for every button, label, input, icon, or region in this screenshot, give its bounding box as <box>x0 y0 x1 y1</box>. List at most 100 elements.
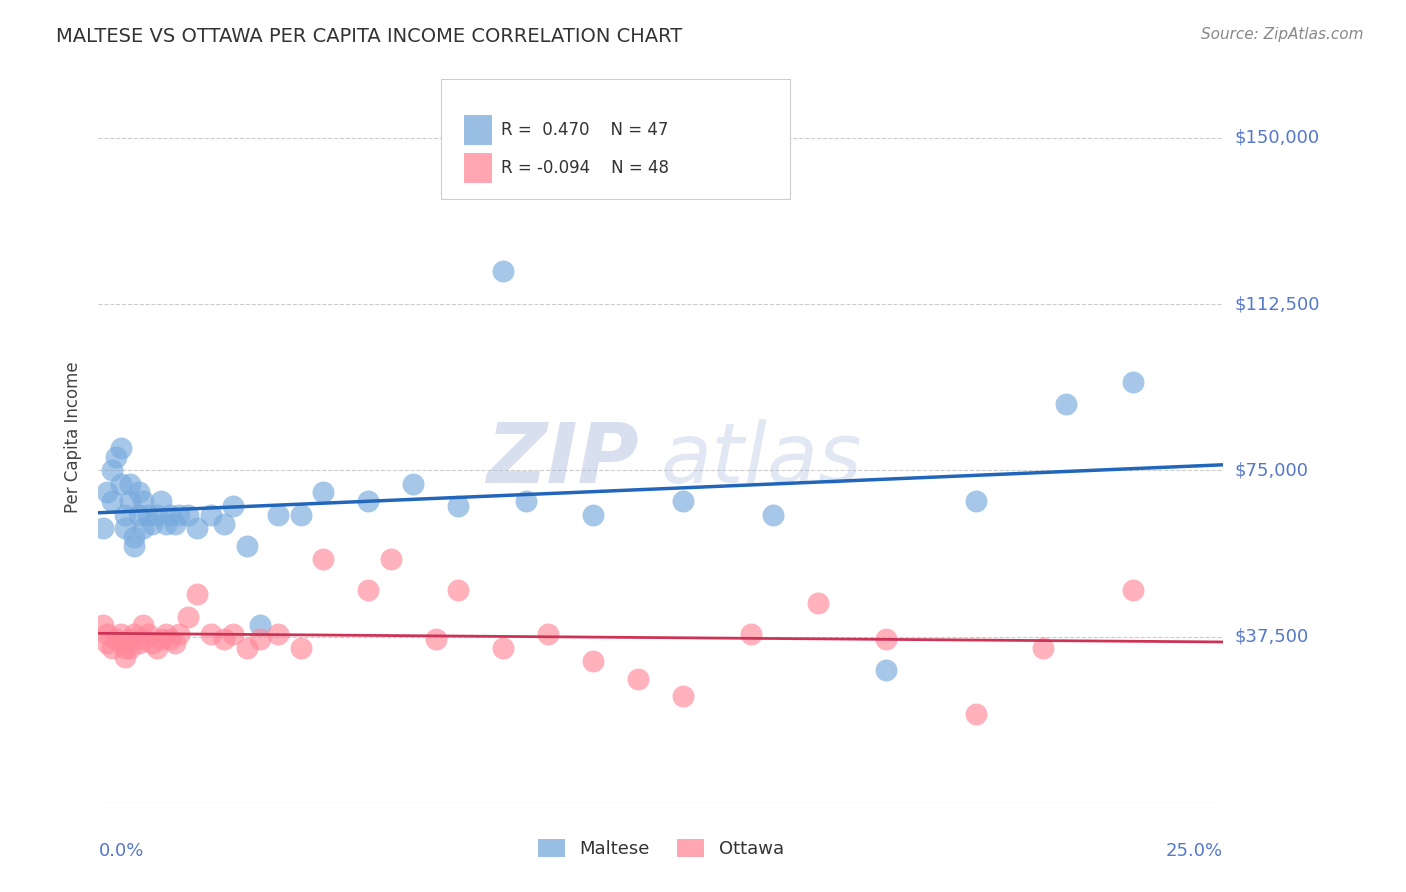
Point <box>110 476 132 491</box>
Point <box>249 618 271 632</box>
Point <box>132 618 155 632</box>
Point <box>672 494 695 508</box>
Point <box>141 636 163 650</box>
Point <box>492 640 515 655</box>
Point <box>110 636 132 650</box>
Text: ZIP: ZIP <box>485 418 638 500</box>
Point <box>1122 375 1144 389</box>
Point <box>159 508 181 522</box>
Bar <box>464 115 492 145</box>
Point <box>105 450 128 464</box>
Point <box>807 596 830 610</box>
Point <box>236 640 259 655</box>
Point <box>91 521 114 535</box>
Point <box>222 627 245 641</box>
Point <box>150 494 173 508</box>
Point <box>236 539 259 553</box>
Text: atlas: atlas <box>661 418 862 500</box>
Point <box>965 494 987 508</box>
FancyBboxPatch shape <box>441 78 790 200</box>
Point <box>163 636 186 650</box>
Point <box>312 552 335 566</box>
Point <box>492 264 515 278</box>
Point <box>132 632 155 646</box>
Point <box>249 632 271 646</box>
Point <box>965 707 987 722</box>
Point <box>96 627 118 641</box>
Point <box>537 627 560 641</box>
Point <box>155 627 177 641</box>
Point <box>1032 640 1054 655</box>
Point <box>114 508 136 522</box>
Point <box>290 640 312 655</box>
Point <box>128 636 150 650</box>
Point <box>101 494 124 508</box>
Point <box>118 476 141 491</box>
Y-axis label: Per Capita Income: Per Capita Income <box>65 361 83 513</box>
Point <box>267 627 290 641</box>
Point <box>124 627 146 641</box>
Text: 0.0%: 0.0% <box>98 842 143 860</box>
Point <box>110 627 132 641</box>
Text: R =  0.470    N = 47: R = 0.470 N = 47 <box>501 121 668 139</box>
Point <box>357 582 380 597</box>
Point <box>146 508 169 522</box>
Point <box>672 690 695 704</box>
Point <box>214 516 236 531</box>
Legend: Maltese, Ottawa: Maltese, Ottawa <box>529 830 793 867</box>
Point <box>114 640 136 655</box>
Point <box>101 463 124 477</box>
Point <box>136 627 159 641</box>
Point <box>222 499 245 513</box>
Point <box>91 618 114 632</box>
Text: $75,000: $75,000 <box>1234 461 1309 479</box>
Point <box>163 516 186 531</box>
Bar <box>464 153 492 183</box>
Text: 25.0%: 25.0% <box>1166 842 1223 860</box>
Point <box>402 476 425 491</box>
Point <box>200 627 222 641</box>
Point <box>132 521 155 535</box>
Point <box>169 627 191 641</box>
Point <box>105 632 128 646</box>
Point <box>136 508 159 522</box>
Point <box>114 521 136 535</box>
Point <box>159 632 181 646</box>
Text: Source: ZipAtlas.com: Source: ZipAtlas.com <box>1201 27 1364 42</box>
Text: R = -0.094    N = 48: R = -0.094 N = 48 <box>501 159 669 177</box>
Point <box>875 632 897 646</box>
Point <box>128 485 150 500</box>
Point <box>214 632 236 646</box>
Point <box>177 609 200 624</box>
Text: $150,000: $150,000 <box>1234 128 1320 147</box>
Text: $37,500: $37,500 <box>1234 628 1309 646</box>
Point <box>1122 582 1144 597</box>
Point <box>875 663 897 677</box>
Point <box>110 441 132 455</box>
Point <box>425 632 447 646</box>
Point <box>762 508 785 522</box>
Point <box>124 539 146 553</box>
Point <box>132 494 155 508</box>
Point <box>740 627 762 641</box>
Point <box>186 587 208 601</box>
Point <box>101 640 124 655</box>
Point <box>118 640 141 655</box>
Point <box>150 632 173 646</box>
Point <box>141 516 163 531</box>
Point <box>582 654 605 668</box>
Point <box>128 508 150 522</box>
Point <box>627 672 650 686</box>
Point <box>515 494 537 508</box>
Point <box>380 552 402 566</box>
Point <box>155 516 177 531</box>
Point <box>169 508 191 522</box>
Text: MALTESE VS OTTAWA PER CAPITA INCOME CORRELATION CHART: MALTESE VS OTTAWA PER CAPITA INCOME CORR… <box>56 27 682 45</box>
Point <box>357 494 380 508</box>
Point <box>312 485 335 500</box>
Text: $112,500: $112,500 <box>1234 295 1320 313</box>
Point <box>177 508 200 522</box>
Point <box>267 508 290 522</box>
Point <box>200 508 222 522</box>
Point <box>96 485 118 500</box>
